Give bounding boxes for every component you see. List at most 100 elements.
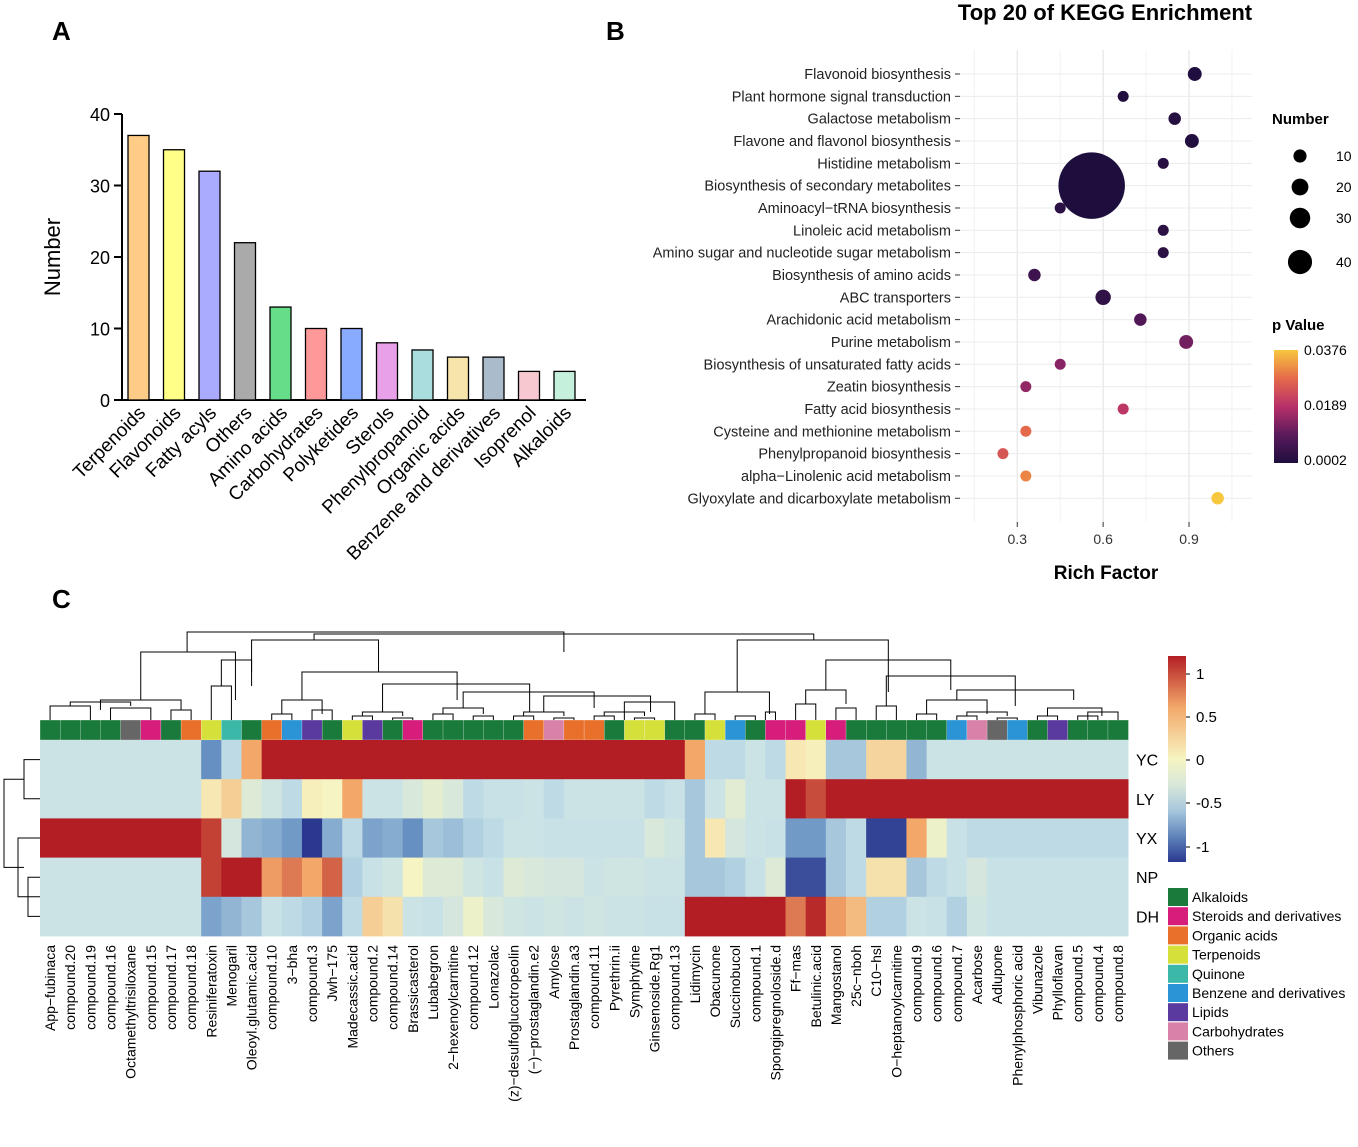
heatmap-cell	[281, 779, 303, 819]
class-legend-swatch	[1168, 888, 1188, 906]
heatmap-cell	[866, 818, 887, 858]
class-annotation-cell	[120, 719, 142, 741]
heatmap-cell	[523, 779, 545, 819]
heatmap-cell	[261, 857, 283, 898]
panel-label-a: A	[52, 16, 71, 46]
pathway-point	[997, 448, 1009, 460]
class-legend-label: Lipids	[1192, 1004, 1229, 1020]
heatmap-cell	[725, 740, 746, 780]
heatmap-cell	[322, 779, 343, 819]
dendrogram-link	[633, 717, 656, 720]
class-annotation-cell	[684, 719, 706, 741]
heatmap-cell	[221, 740, 242, 780]
heatmap-cell	[785, 779, 807, 819]
bar-others	[233, 242, 257, 401]
bar-benzene-and-derivatives	[482, 356, 505, 401]
heatmap-cell	[584, 896, 605, 937]
chart-title: Top 20 of KEGG Enrichment	[958, 0, 1253, 25]
heatmap-cell	[100, 779, 121, 819]
heatmap-cell	[664, 896, 686, 937]
dendrogram-link	[220, 659, 253, 686]
class-legend-label: Alkaloids	[1192, 889, 1248, 905]
heatmap-cell	[543, 896, 565, 937]
heatmap-cell	[100, 896, 121, 937]
class-annotation-cell	[503, 719, 525, 741]
heatmap-cell	[805, 818, 827, 858]
heatmap-cell	[644, 857, 666, 898]
pathway-label: Cysteine and methionine metabolism	[713, 424, 951, 440]
heatmap-cell	[120, 818, 142, 858]
heatmap-cell	[946, 818, 968, 858]
heatmap-cell	[322, 740, 343, 780]
class-annotation-cell	[1047, 719, 1069, 741]
heatmap-cell	[866, 740, 887, 780]
class-annotation-cell	[946, 719, 968, 741]
pathway-label: Purine metabolism	[831, 335, 951, 351]
heatmap-cell	[1087, 857, 1109, 898]
heatmap-cell	[1107, 818, 1129, 858]
heatmap-cell	[563, 740, 585, 780]
heatmap-cell	[765, 857, 786, 898]
size-legend-label: 10	[1336, 148, 1352, 164]
class-annotation-cell	[724, 719, 746, 741]
heatmap-cell	[846, 740, 867, 780]
heatmap-cell	[201, 779, 222, 819]
dendrogram-link	[764, 711, 776, 720]
heatmap-cell	[886, 896, 907, 937]
heatmap-cell	[906, 818, 927, 858]
heatmap-cell	[604, 818, 625, 858]
heatmap-cell	[1047, 857, 1069, 898]
y-tick-label: 20	[90, 248, 110, 268]
column-label: Symphytine	[626, 945, 642, 1018]
class-annotation-cell	[402, 719, 424, 741]
heatmap-cell	[1067, 896, 1089, 937]
heatmap-cell	[443, 779, 464, 819]
heatmap-cell	[181, 896, 202, 937]
class-annotation-cell	[604, 719, 625, 741]
row-label: NP	[1136, 870, 1158, 887]
heatmap-cell	[987, 896, 1008, 937]
size-legend-circle	[1287, 249, 1313, 275]
size-legend-circle	[1291, 178, 1309, 196]
heatmap-cell	[463, 779, 484, 819]
heatmap-cell	[342, 896, 363, 937]
heatmap-cell	[563, 857, 585, 898]
heatmap-cell	[886, 740, 907, 780]
heatmap-cell	[503, 818, 524, 858]
class-legend-swatch	[1168, 964, 1188, 983]
dendrogram-link	[1036, 715, 1059, 720]
heatmap-cell	[382, 896, 404, 937]
heatmap-cell	[80, 857, 101, 898]
class-annotation-cell	[1107, 719, 1129, 741]
heatmap-cell	[40, 896, 61, 937]
class-annotation-cell	[845, 719, 867, 741]
column-label: Vibunazole	[1029, 945, 1045, 1014]
dendrogram-link	[875, 705, 897, 720]
heatmap-cell	[60, 896, 81, 937]
bar-sterols	[375, 342, 399, 401]
heatmap-cell	[563, 818, 585, 858]
heatmap-cell	[160, 740, 182, 780]
x-tick-label: 0.3	[1008, 531, 1028, 547]
heatmap-cell	[181, 740, 202, 780]
heatmap-cell	[926, 818, 948, 858]
heatmap-cell	[584, 740, 605, 780]
pathway-label: Flavone and flavonol biosynthesis	[733, 134, 951, 150]
class-legend-swatch	[1168, 907, 1188, 926]
class-annotation-cell	[866, 719, 887, 741]
pathway-label: Plant hormone signal transduction	[732, 89, 951, 105]
class-legend-label: Carbohydrates	[1192, 1023, 1284, 1039]
column-label: Resiniferatoxin	[203, 945, 219, 1038]
heatmap-cell	[422, 779, 444, 819]
heatmap-cell	[1007, 857, 1028, 898]
heatmap-cell	[261, 818, 283, 858]
column-label: compound.15	[143, 945, 159, 1030]
class-annotation-cell	[644, 719, 666, 741]
heatmap-cell	[684, 818, 706, 858]
heatmap-cell	[563, 779, 585, 819]
class-legend-label: Terpenoids	[1192, 947, 1261, 963]
bar-chart-a: 010203040NumberTerpenoidsFlavonoidsFatty…	[40, 105, 586, 565]
class-annotation-cell	[624, 719, 646, 741]
heatmap-cell	[825, 857, 847, 898]
